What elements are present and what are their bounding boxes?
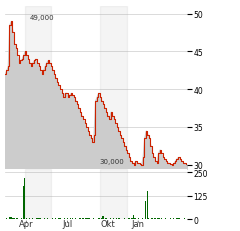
Bar — [134, 218, 136, 219]
Text: Apr: Apr — [19, 219, 34, 228]
Bar — [179, 218, 180, 219]
Bar — [133, 215, 134, 219]
Text: Jan: Jan — [132, 219, 145, 228]
Bar — [9, 217, 10, 219]
Bar — [58, 218, 59, 219]
Bar — [147, 191, 148, 219]
Bar — [82, 218, 84, 219]
Bar — [100, 7, 127, 169]
Bar — [118, 218, 119, 219]
Bar — [148, 218, 150, 219]
Text: 49,000: 49,000 — [29, 15, 54, 21]
Bar — [12, 218, 13, 219]
Bar — [159, 218, 160, 219]
Bar — [100, 169, 127, 219]
Bar — [177, 218, 179, 219]
Bar — [89, 218, 90, 219]
Bar — [101, 218, 102, 219]
Bar — [25, 169, 51, 219]
Text: Okt: Okt — [100, 219, 115, 228]
Bar — [24, 178, 25, 219]
Bar — [161, 218, 162, 219]
Bar — [64, 218, 65, 219]
Bar — [29, 218, 30, 219]
Bar — [154, 218, 156, 219]
Bar — [72, 218, 73, 219]
Bar — [113, 218, 114, 219]
Bar — [39, 218, 41, 219]
Bar — [38, 218, 39, 219]
Text: 30,000: 30,000 — [100, 158, 125, 164]
Text: Jul: Jul — [62, 219, 73, 228]
Bar — [99, 218, 101, 219]
Bar — [26, 218, 27, 219]
Bar — [87, 218, 88, 219]
Bar — [47, 218, 48, 219]
Bar — [145, 201, 146, 219]
Bar — [17, 218, 18, 219]
Bar — [70, 218, 71, 219]
Bar — [132, 218, 133, 219]
Bar — [173, 218, 174, 219]
Bar — [102, 216, 103, 219]
Bar — [6, 218, 7, 219]
Bar — [119, 218, 120, 219]
Bar — [23, 186, 24, 219]
Bar — [10, 217, 12, 219]
Bar — [25, 7, 51, 169]
Bar — [55, 218, 56, 219]
